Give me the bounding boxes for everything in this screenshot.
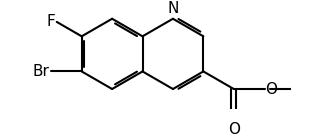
Text: Br: Br	[33, 64, 49, 79]
Text: O: O	[228, 122, 240, 137]
Text: N: N	[167, 1, 179, 16]
Text: O: O	[266, 82, 277, 96]
Text: F: F	[47, 14, 55, 29]
